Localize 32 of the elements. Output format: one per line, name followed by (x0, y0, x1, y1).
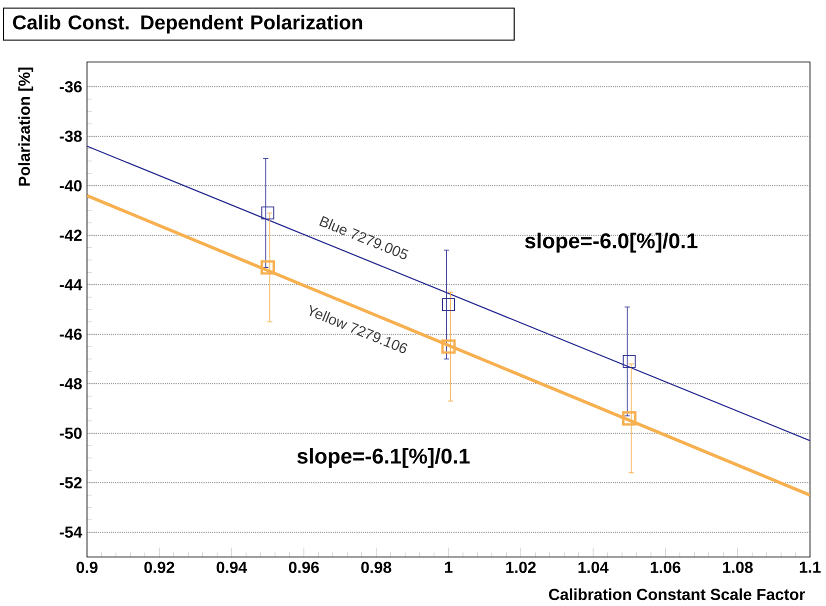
y-tick-label: -54 (60, 526, 82, 538)
x-tick-label: 1.06 (650, 562, 680, 574)
y-tick-label: -38 (60, 130, 82, 142)
x-tick-label: 0.92 (144, 562, 174, 574)
x-axis-title: Calibration Constant Scale Factor (549, 588, 806, 600)
point (441, 339, 456, 354)
y-tick-label: -52 (60, 477, 82, 488)
y-tick-label: -48 (60, 378, 82, 390)
point (622, 411, 636, 426)
point (261, 206, 274, 220)
x-tick-label: 0.96 (288, 562, 319, 574)
chart-title: Calib Const. Dependent Polarization (13, 14, 362, 34)
x-tick-label: 1.02 (506, 562, 536, 574)
y-tick-label: -50 (60, 428, 82, 439)
y-tick-label: -46 (60, 328, 82, 340)
x-tick-label: 0.98 (361, 562, 392, 574)
y-tick-label: -42 (60, 230, 82, 241)
x-tick-label: 1.1 (800, 562, 821, 573)
point (622, 354, 636, 368)
x-tick-label: 1.04 (578, 562, 609, 574)
point (260, 260, 275, 275)
x-tick-label: 1.08 (723, 562, 753, 574)
x-tick-label: 0.94 (216, 562, 248, 574)
y-tick-label: -40 (60, 180, 82, 192)
x-tick-label: 0.9 (76, 562, 98, 574)
annotation: slope=-6.1[%]/0.1 (297, 448, 470, 468)
point (442, 298, 455, 312)
y-axis-title: Polarization [%] (18, 68, 34, 186)
y-tick-label: -44 (60, 279, 82, 290)
x-tick-label: 1 (445, 562, 452, 573)
y-tick-label: -36 (60, 81, 82, 92)
annotation: slope=-6.0[%]/0.1 (525, 232, 698, 253)
